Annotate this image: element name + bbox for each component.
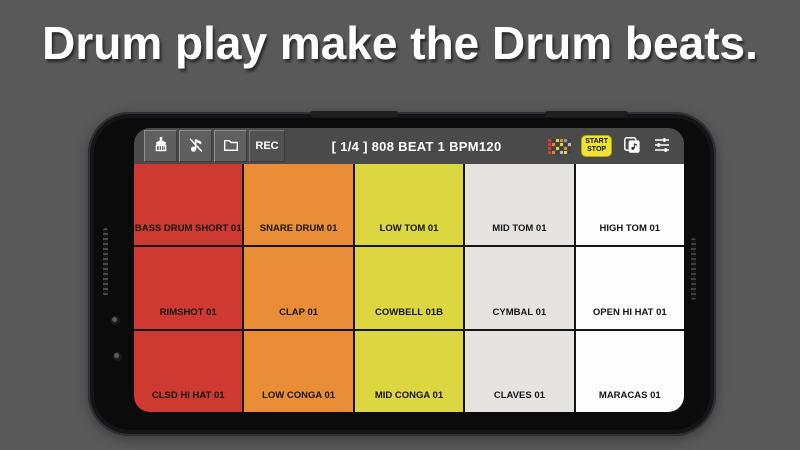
page-title: Drum play make the Drum beats.: [42, 17, 758, 69]
start-label: START: [585, 138, 608, 146]
phone-screen: REC [ 1/4 ] 808 BEAT 1 BPM120 START STOP: [134, 128, 684, 412]
pad-label: BASS DRUM SHORT 01: [134, 223, 242, 235]
drum-pad[interactable]: MID CONGA 01: [354, 330, 464, 412]
pad-label: LOW CONGA 01: [262, 390, 336, 401]
drum-pad[interactable]: MARACAS 01: [575, 330, 684, 412]
drum-pad[interactable]: CLAVES 01: [465, 330, 574, 412]
pad-label: MID CONGA 01: [374, 390, 444, 401]
phone-frame: REC [ 1/4 ] 808 BEAT 1 BPM120 START STOP: [88, 110, 716, 436]
drum-pad[interactable]: RIMSHOT 01: [134, 247, 243, 329]
drum-pad[interactable]: CYMBAL 01: [465, 247, 574, 329]
pad-label: COWBELL 01B: [375, 306, 443, 318]
toolbar-right-group: START STOP: [548, 135, 672, 158]
drum-pad[interactable]: LOW CONGA 01: [244, 330, 353, 412]
pad-label: MID TOM 01: [492, 223, 547, 235]
pad-label: RIMSHOT 01: [159, 306, 217, 318]
settings-sliders-button[interactable]: [652, 135, 672, 158]
pad-label: LOW TOM 01: [379, 223, 439, 235]
drum-pad[interactable]: HIGH TOM 01: [575, 164, 684, 246]
stop-label: STOP: [587, 146, 607, 153]
tune-sliders-icon: [652, 135, 672, 158]
drum-pad[interactable]: SNARE DRUM 01: [244, 164, 353, 246]
power-button: [545, 110, 628, 117]
brush-icon: [152, 136, 170, 157]
pad-label: CLAP 01: [279, 306, 319, 318]
record-button-label: REC: [255, 140, 279, 152]
speaker-grille-left-icon: [103, 228, 108, 296]
pad-label: MARACAS 01: [598, 390, 661, 401]
drum-pad[interactable]: OPEN HI HAT 01: [575, 247, 684, 329]
folder-icon: [222, 136, 240, 157]
app-toolbar: REC [ 1/4 ] 808 BEAT 1 BPM120 START STOP: [134, 128, 684, 164]
drum-pad[interactable]: COWBELL 01B: [354, 247, 464, 329]
toolbar-left-group: REC: [144, 130, 285, 162]
camera-dot-icon: [111, 316, 120, 325]
drum-pad[interactable]: BASS DRUM SHORT 01: [134, 164, 243, 246]
folder-button[interactable]: [214, 130, 247, 162]
drum-pad[interactable]: CLSD HI HAT 01: [134, 330, 243, 412]
record-button[interactable]: REC: [249, 130, 285, 162]
drum-pad[interactable]: LOW TOM 01: [354, 164, 464, 246]
pad-label: SNARE DRUM 01: [259, 223, 338, 235]
speaker-grille-right-icon: [691, 238, 696, 300]
pad-label: CLAVES 01: [493, 390, 545, 401]
pattern-grid-icon[interactable]: [548, 138, 572, 154]
pad-label: CLSD HI HAT 01: [151, 390, 225, 401]
mute-note-button[interactable]: [179, 130, 212, 162]
copy-pattern-button[interactable]: [622, 135, 642, 158]
volume-button: [310, 110, 398, 117]
drum-pad[interactable]: CLAP 01: [244, 247, 353, 329]
drum-pad[interactable]: MID TOM 01: [465, 164, 574, 246]
start-stop-button[interactable]: START STOP: [581, 135, 612, 157]
sensor-dot-icon: [113, 352, 122, 361]
copy-note-icon: [622, 135, 642, 158]
pad-label: HIGH TOM 01: [599, 223, 661, 235]
pad-label: CYMBAL 01: [492, 306, 547, 318]
pattern-title: [ 1/4 ] 808 BEAT 1 BPM120: [331, 138, 502, 154]
pad-grid: BASS DRUM SHORT 01 SNARE DRUM 01 LOW TOM 0…: [134, 164, 684, 412]
pad-label: OPEN HI HAT 01: [592, 306, 667, 318]
brush-clear-button[interactable]: [144, 130, 177, 162]
muted-note-icon: [187, 136, 205, 157]
